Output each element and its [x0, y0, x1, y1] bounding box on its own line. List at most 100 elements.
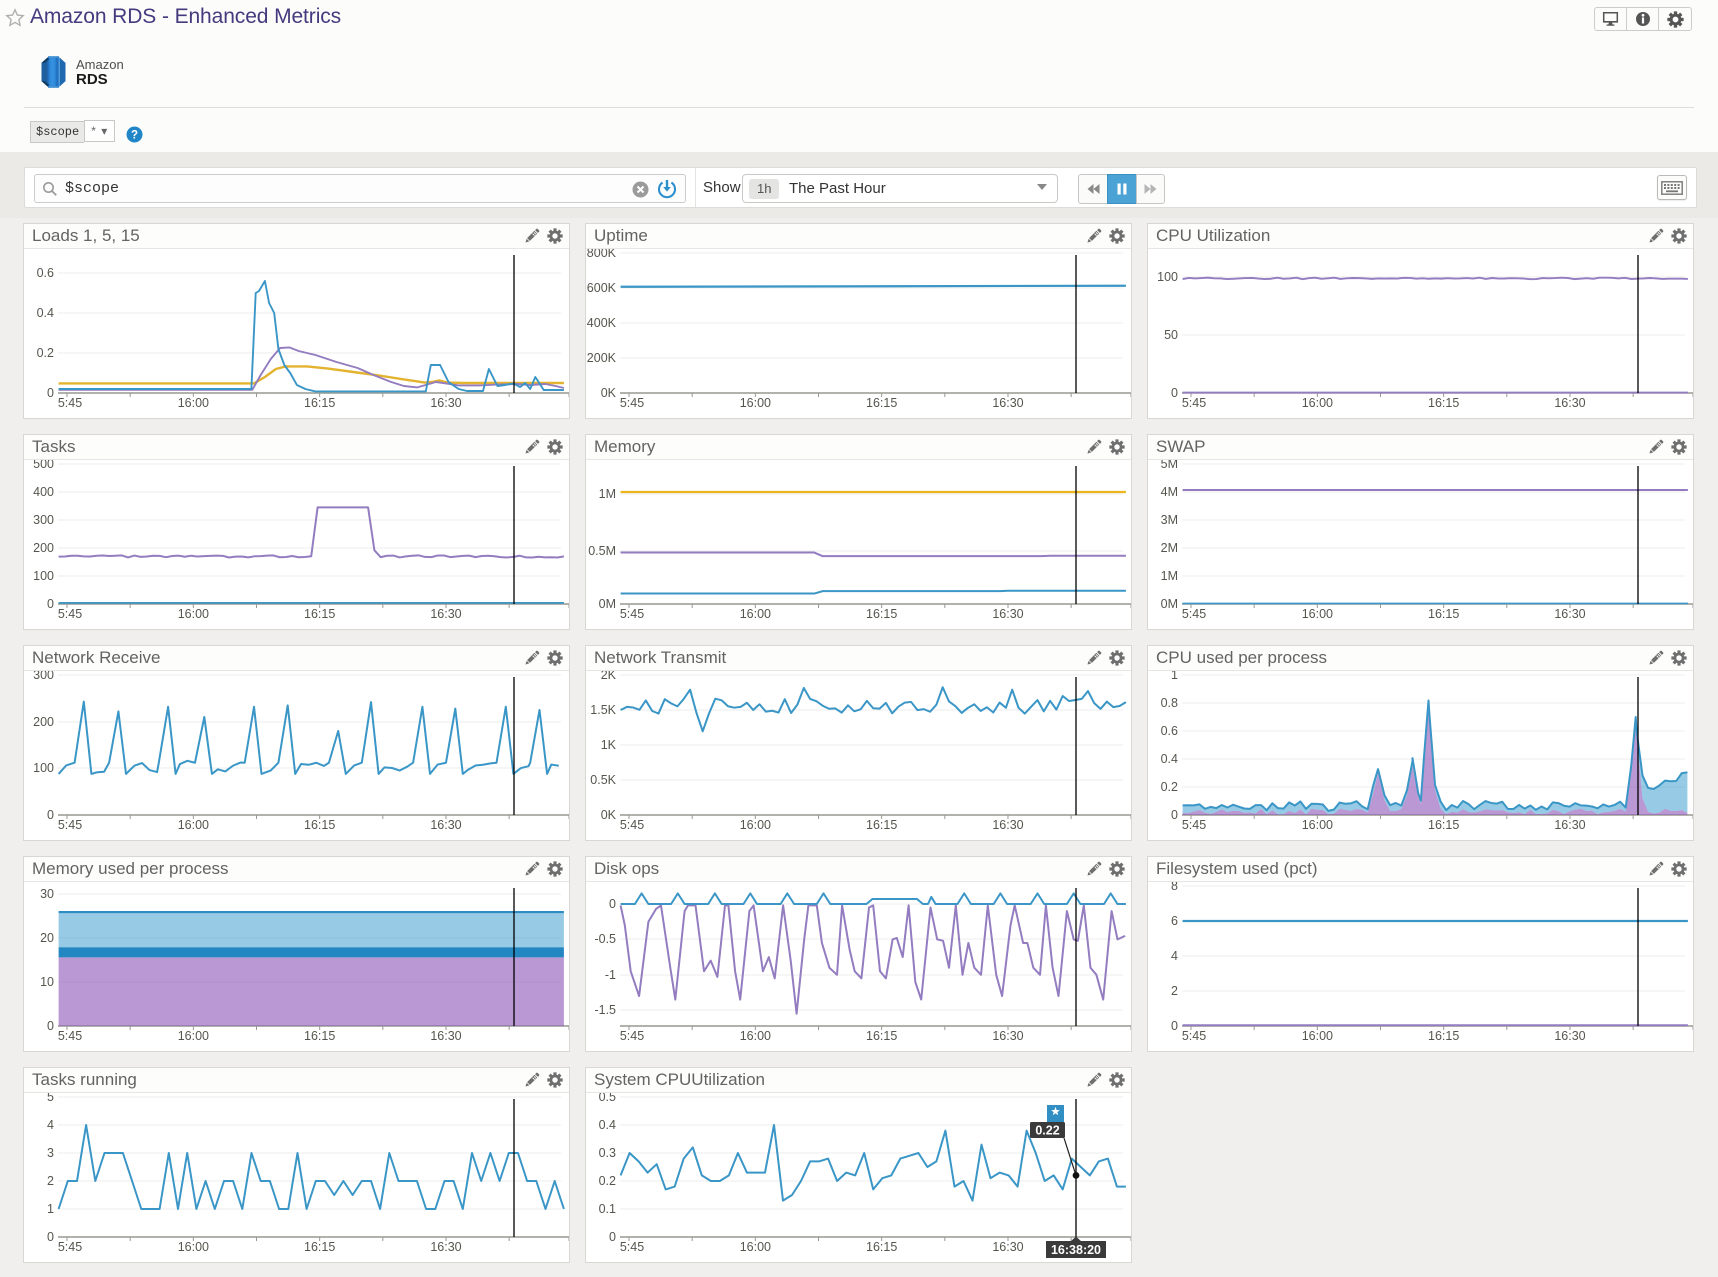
svg-text:50: 50: [1164, 328, 1178, 342]
svg-text:0: 0: [609, 1230, 616, 1244]
svg-text:200: 200: [33, 541, 54, 555]
svg-text:16:00: 16:00: [740, 396, 771, 410]
svg-text:1.5K: 1.5K: [590, 703, 616, 717]
svg-text:0.5: 0.5: [599, 1093, 616, 1104]
svg-text:16:30: 16:30: [992, 1240, 1023, 1254]
svg-text:1K: 1K: [601, 738, 617, 752]
svg-text:16:00: 16:00: [740, 1029, 771, 1043]
svg-text:0.5M: 0.5M: [588, 544, 616, 558]
svg-text:5:45: 5:45: [58, 1029, 82, 1043]
svg-text:5:45: 5:45: [620, 607, 644, 621]
svg-text:16:00: 16:00: [1302, 818, 1333, 832]
svg-text:0K: 0K: [601, 386, 617, 400]
svg-text:0: 0: [47, 597, 54, 611]
svg-text:5:45: 5:45: [58, 818, 82, 832]
svg-text:2: 2: [1171, 984, 1178, 998]
svg-text:16:30: 16:30: [430, 607, 461, 621]
svg-text:16:30: 16:30: [430, 396, 461, 410]
svg-text:0.8: 0.8: [1161, 696, 1178, 710]
svg-text:16:00: 16:00: [740, 607, 771, 621]
svg-text:16:00: 16:00: [178, 1240, 209, 1254]
svg-text:16:30: 16:30: [992, 607, 1023, 621]
svg-text:16:30: 16:30: [992, 396, 1023, 410]
svg-text:16:15: 16:15: [866, 1029, 897, 1043]
svg-text:100: 100: [33, 761, 54, 775]
svg-text:16:15: 16:15: [304, 607, 335, 621]
svg-text:16:00: 16:00: [178, 396, 209, 410]
svg-text:20: 20: [40, 931, 54, 945]
svg-text:16:30: 16:30: [1554, 396, 1585, 410]
svg-text:2K: 2K: [601, 671, 617, 682]
svg-text:16:30: 16:30: [430, 1029, 461, 1043]
svg-text:300: 300: [33, 513, 54, 527]
svg-text:16:15: 16:15: [1428, 607, 1459, 621]
svg-text:1M: 1M: [599, 487, 616, 501]
svg-text:0K: 0K: [601, 808, 617, 822]
svg-text:0: 0: [1171, 808, 1178, 822]
svg-text:400: 400: [33, 485, 54, 499]
svg-text:0.2: 0.2: [1161, 780, 1178, 794]
svg-text:600K: 600K: [587, 281, 617, 295]
svg-text:1: 1: [1171, 671, 1178, 682]
svg-text:0.6: 0.6: [1161, 724, 1178, 738]
svg-text:0.5K: 0.5K: [590, 773, 616, 787]
svg-text:0: 0: [47, 1230, 54, 1244]
svg-text:0: 0: [47, 1019, 54, 1033]
svg-text:16:15: 16:15: [304, 396, 335, 410]
svg-text:5:45: 5:45: [58, 1240, 82, 1254]
svg-text:10: 10: [40, 975, 54, 989]
svg-text:500: 500: [33, 460, 54, 471]
svg-text:0.4: 0.4: [37, 306, 54, 320]
svg-text:5:45: 5:45: [58, 607, 82, 621]
svg-text:16:15: 16:15: [1428, 818, 1459, 832]
svg-text:16:30: 16:30: [992, 818, 1023, 832]
svg-text:5: 5: [47, 1093, 54, 1104]
svg-text:200: 200: [33, 715, 54, 729]
svg-text:16:15: 16:15: [304, 818, 335, 832]
svg-text:5:45: 5:45: [620, 396, 644, 410]
svg-text:5M: 5M: [1161, 460, 1178, 471]
svg-text:16:30: 16:30: [1554, 607, 1585, 621]
svg-text:0: 0: [609, 897, 616, 911]
svg-text:3M: 3M: [1161, 513, 1178, 527]
svg-text:0M: 0M: [1161, 597, 1178, 611]
svg-text:16:00: 16:00: [1302, 1029, 1333, 1043]
svg-text:300: 300: [33, 671, 54, 682]
svg-text:16:30: 16:30: [1554, 1029, 1585, 1043]
svg-text:16:15: 16:15: [866, 396, 897, 410]
svg-text:5:45: 5:45: [620, 818, 644, 832]
svg-text:0.6: 0.6: [37, 266, 54, 280]
svg-text:4: 4: [47, 1118, 54, 1132]
svg-text:0.4: 0.4: [599, 1118, 616, 1132]
svg-text:16:00: 16:00: [178, 818, 209, 832]
svg-text:0.1: 0.1: [599, 1202, 616, 1216]
svg-text:4M: 4M: [1161, 485, 1178, 499]
svg-text:16:30: 16:30: [1554, 818, 1585, 832]
svg-text:16:15: 16:15: [1428, 396, 1459, 410]
svg-text:0M: 0M: [599, 597, 616, 611]
svg-text:5:45: 5:45: [1182, 607, 1206, 621]
svg-text:16:15: 16:15: [866, 818, 897, 832]
svg-text:?: ?: [131, 130, 138, 142]
svg-text:5:45: 5:45: [58, 396, 82, 410]
svg-text:16:00: 16:00: [178, 1029, 209, 1043]
svg-text:16:00: 16:00: [740, 818, 771, 832]
svg-text:16:30: 16:30: [992, 1029, 1023, 1043]
svg-text:16:30: 16:30: [430, 818, 461, 832]
svg-text:400K: 400K: [587, 316, 617, 330]
svg-text:0.3: 0.3: [599, 1146, 616, 1160]
svg-text:0.4: 0.4: [1161, 752, 1178, 766]
svg-text:16:15: 16:15: [304, 1029, 335, 1043]
svg-text:16:15: 16:15: [866, 1240, 897, 1254]
svg-text:5:45: 5:45: [1182, 818, 1206, 832]
svg-text:16:15: 16:15: [304, 1240, 335, 1254]
svg-text:100: 100: [33, 569, 54, 583]
svg-text:-1.5: -1.5: [594, 1003, 616, 1017]
svg-text:0: 0: [1171, 1019, 1178, 1033]
svg-text:6: 6: [1171, 914, 1178, 928]
svg-text:3: 3: [47, 1146, 54, 1160]
svg-text:5:45: 5:45: [1182, 396, 1206, 410]
svg-text:8: 8: [1171, 882, 1178, 893]
svg-text:1: 1: [47, 1202, 54, 1216]
svg-text:16:00: 16:00: [740, 1240, 771, 1254]
